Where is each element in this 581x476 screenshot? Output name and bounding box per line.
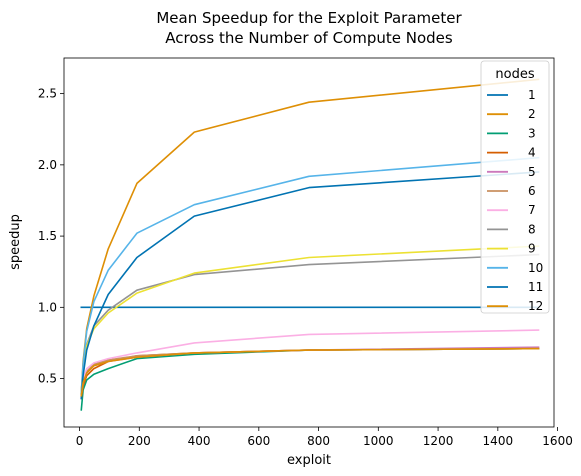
x-tick-label: 200 <box>128 434 151 448</box>
legend-label-9: 9 <box>528 242 536 256</box>
x-tick-label: 800 <box>307 434 330 448</box>
y-axis-label: speedup <box>8 214 23 270</box>
y-tick-label: 1.0 <box>38 300 57 314</box>
legend-label-7: 7 <box>528 203 536 217</box>
series-line-10 <box>80 156 540 394</box>
legend-label-11: 11 <box>528 280 543 294</box>
y-tick-label: 0.5 <box>38 372 57 386</box>
legend-label-12: 12 <box>528 299 543 313</box>
legend-label-5: 5 <box>528 165 536 179</box>
legend-label-6: 6 <box>528 184 536 198</box>
series-line-9 <box>80 245 540 394</box>
series-line-3 <box>80 347 540 411</box>
x-tick-label: 1200 <box>423 434 454 448</box>
series-line-2 <box>80 78 540 394</box>
chart-title-line-2: Across the Number of Compute Nodes <box>165 29 453 47</box>
series-line-7 <box>80 329 540 394</box>
legend-label-1: 1 <box>528 88 536 102</box>
legend-label-4: 4 <box>528 146 536 160</box>
x-tick-label: 1600 <box>542 434 573 448</box>
x-tick-label: 400 <box>188 434 211 448</box>
legend-label-3: 3 <box>528 126 536 140</box>
x-ticks: 0 200 400 600 800 1000 1200 1400 1600 <box>76 427 573 448</box>
legend-label-2: 2 <box>528 107 536 121</box>
x-tick-label: 0 <box>76 434 84 448</box>
series-layer <box>80 78 540 411</box>
x-axis-label: exploit <box>287 453 331 468</box>
series-line-12 <box>80 347 540 397</box>
legend-title: nodes <box>495 67 534 82</box>
y-tick-label: 2.0 <box>38 158 57 172</box>
y-ticks: 0.5 1.0 1.5 2.0 2.5 <box>38 87 64 386</box>
x-tick-label: 600 <box>247 434 270 448</box>
plot-frame <box>63 57 555 428</box>
y-tick-label: 1.5 <box>38 229 57 243</box>
series-line-11 <box>80 171 540 400</box>
y-tick-label: 2.5 <box>38 87 57 101</box>
series-line-8 <box>80 253 540 394</box>
x-tick-label: 1400 <box>483 434 514 448</box>
legend-frame <box>480 60 550 314</box>
chart-title-line-1: Mean Speedup for the Exploit Parameter <box>156 9 462 27</box>
legend-label-10: 10 <box>528 261 543 275</box>
x-tick-label: 1000 <box>363 434 394 448</box>
legend-label-8: 8 <box>528 222 536 236</box>
